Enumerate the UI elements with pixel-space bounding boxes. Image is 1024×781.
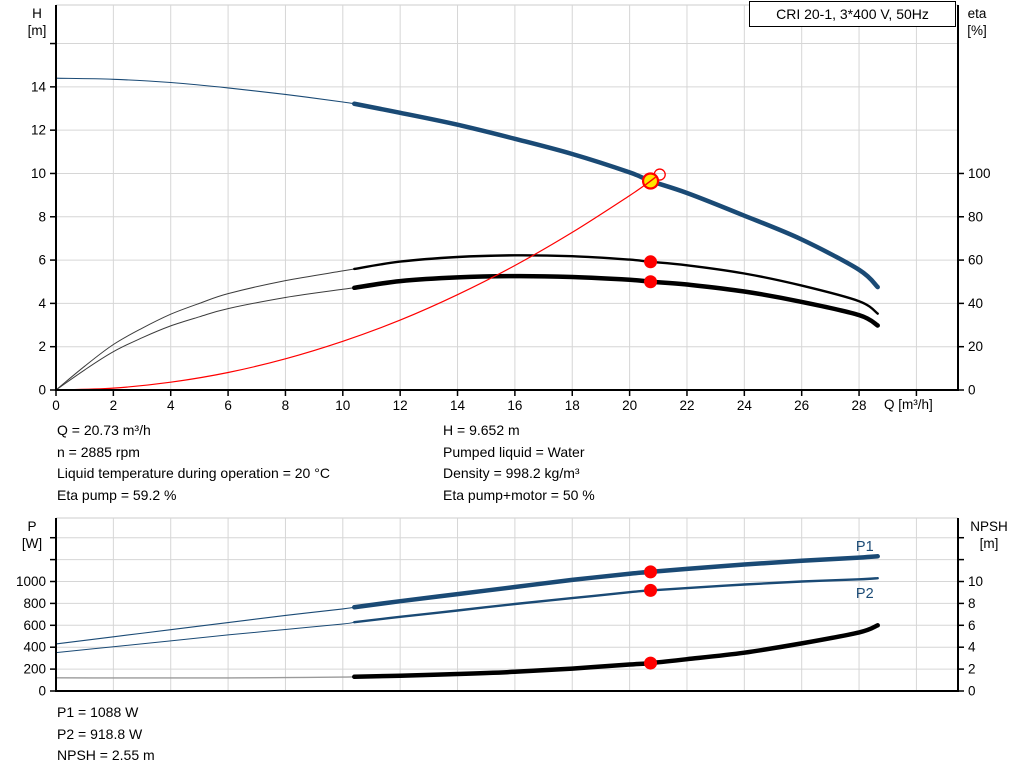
left-tick-label: 10 — [31, 166, 46, 181]
x-tick-label: 16 — [507, 398, 522, 413]
p2-curve-label: P2 — [856, 586, 874, 602]
right-tick-label: 100 — [968, 166, 991, 181]
p2-curve-thin — [55, 621, 355, 654]
npsh-curve-thin — [55, 676, 355, 679]
h-axis-label-line2: [m] — [27, 23, 47, 38]
info-line-density: Density = 998.2 kg/m³ — [443, 465, 580, 481]
left-tick-label: 0 — [38, 383, 46, 398]
npsh-axis-label: NPSH [m] — [958, 518, 1020, 552]
npsh-axis-label-line2: [m] — [979, 536, 999, 551]
right-tick-label: 2 — [968, 662, 976, 677]
npsh-axis-label-line1: NPSH — [970, 519, 1008, 534]
power-chart: 0 200 400 600 800 1000 0 2 4 6 8 10 P1 P2 — [16, 517, 983, 699]
pump-title-box: CRI 20-1, 3*400 V, 50Hz — [749, 1, 956, 27]
p1-dot — [644, 565, 658, 579]
x-tick-label: 26 — [794, 398, 809, 413]
eta-pump-curve — [353, 254, 879, 315]
left-tick-label: 12 — [31, 123, 46, 138]
left-tick-label: 14 — [31, 79, 47, 94]
eta-axis-label: eta [%] — [959, 5, 995, 39]
p-axis-label: P [W] — [14, 518, 50, 552]
left-tick-label: 800 — [23, 596, 46, 611]
x-tick-label: 22 — [679, 398, 694, 413]
eta-pump-motor-curve-thin — [55, 287, 355, 391]
h-axis-label-line1: H — [32, 6, 42, 21]
x-tick-label: 28 — [852, 398, 867, 413]
left-tick-label: 2 — [38, 339, 46, 354]
duty-info-bottom: P1 = 1088 W P2 = 918.8 W NPSH = 2.55 m — [57, 702, 155, 767]
eta-pump-dot — [644, 255, 658, 269]
x-tick-label: 10 — [335, 398, 350, 413]
q-axis-label: Q [m³/h] — [884, 397, 933, 412]
left-tick-label: 8 — [38, 209, 46, 224]
npsh-curve — [352, 623, 880, 680]
p-axis-label-line1: P — [27, 519, 37, 534]
p1-curve — [352, 554, 880, 610]
x-tick-label: 0 — [52, 398, 60, 413]
info-line-eta-pump: Eta pump = 59.2 % — [57, 486, 177, 503]
p2-curve — [353, 577, 879, 624]
x-tick-label: 8 — [282, 398, 290, 413]
x-tick-label: 24 — [737, 398, 753, 413]
right-tick-label: 0 — [968, 383, 976, 398]
right-tick-label: 8 — [968, 596, 976, 611]
right-tick-label: 40 — [968, 296, 983, 311]
eta-pump-motor-curve — [352, 273, 880, 328]
x-tick-label: 12 — [393, 398, 408, 413]
x-tick-label: 4 — [167, 398, 175, 413]
x-tick-label: 20 — [622, 398, 637, 413]
left-tick-label: 200 — [23, 662, 46, 677]
eta-axis-label-line2: [%] — [967, 23, 987, 38]
left-tick-label: 6 — [38, 253, 46, 268]
right-tick-label: 80 — [968, 209, 983, 224]
duty-info-left: Q = 20.73 m³/h n = 2885 rpm Liquid tempe… — [57, 420, 330, 506]
info-line-eta-pump-motor: Eta pump+motor = 50 % — [443, 486, 595, 503]
qh-curve-thin — [55, 77, 355, 105]
p1-curve-label: P1 — [856, 539, 874, 555]
duty-info-right: H = 9.652 m Pumped liquid = Water Densit… — [443, 420, 595, 506]
x-tick-label: 6 — [224, 398, 232, 413]
x-tick-label: 2 — [110, 398, 118, 413]
right-tick-label: 20 — [968, 339, 983, 354]
info-line-p2: P2 = 918.8 W — [57, 725, 143, 742]
info-line-h: H = 9.652 m — [443, 422, 520, 438]
info-line-q: Q = 20.73 m³/h — [57, 422, 151, 438]
right-tick-label: 4 — [968, 640, 976, 655]
p2-dot — [644, 583, 658, 597]
eta-pump-motor-dot — [644, 275, 658, 289]
info-line-n: n = 2885 rpm — [57, 443, 140, 460]
eta-pump-curve-thin — [55, 268, 355, 391]
x-tick-label: 18 — [565, 398, 580, 413]
qh-curve — [352, 101, 880, 290]
info-line-temperature: Liquid temperature during operation = 20… — [57, 465, 330, 481]
right-tick-label: 10 — [968, 574, 983, 589]
right-tick-label: 60 — [968, 253, 983, 268]
system-curve — [55, 180, 651, 391]
right-tick-label: 6 — [968, 618, 976, 633]
left-tick-label: 1000 — [16, 574, 46, 589]
duty-point-slash — [645, 176, 656, 186]
x-tick-label: 14 — [450, 398, 466, 413]
p-axis-label-line2: [W] — [21, 536, 43, 551]
p1-curve-thin — [55, 606, 355, 645]
info-line-npsh: NPSH = 2.55 m — [57, 747, 155, 763]
left-tick-label: 400 — [23, 640, 46, 655]
npsh-dot — [644, 656, 658, 670]
info-line-liquid: Pumped liquid = Water — [443, 443, 585, 460]
left-tick-label: 4 — [38, 296, 46, 311]
left-tick-label: 600 — [23, 618, 46, 633]
right-tick-label: 0 — [968, 684, 976, 699]
info-line-p1: P1 = 1088 W — [57, 704, 139, 720]
eta-axis-label-line1: eta — [967, 6, 987, 21]
left-tick-label: 0 — [38, 684, 46, 699]
h-axis-label: H [m] — [19, 5, 55, 39]
